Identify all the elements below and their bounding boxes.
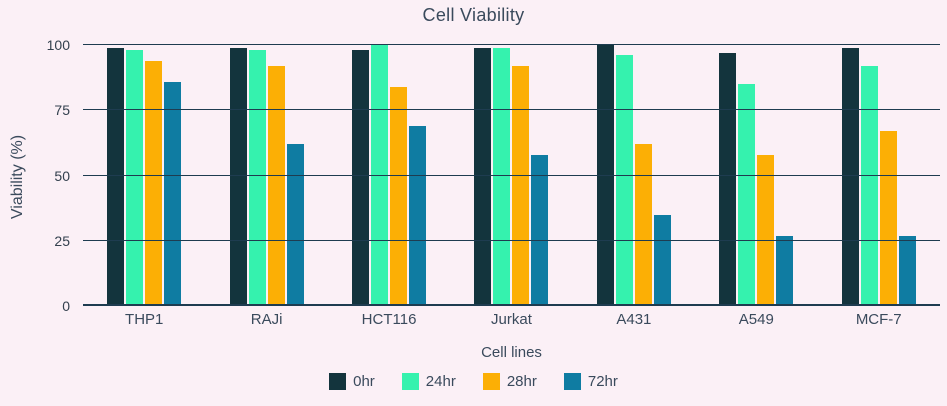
y-tick-label-100: 100	[46, 37, 70, 53]
x-category-label-Jurkat: Jurkat	[491, 311, 532, 328]
bar-28hr-HCT116	[390, 86, 408, 306]
legend: 0hr 24hr 28hr 72hr	[0, 373, 947, 390]
bar-24hr-RAJi	[248, 50, 266, 306]
bar-28hr-A549	[757, 154, 775, 306]
bar-72hr-A431	[653, 214, 671, 306]
x-category-label-MCF-7: MCF-7	[855, 311, 902, 328]
gridline-50	[83, 174, 940, 176]
bar-0hr-MCF-7	[841, 47, 859, 306]
bar-72hr-MCF-7	[898, 235, 916, 306]
y-tick-label-75: 75	[54, 102, 70, 119]
y-tick-label-25: 25	[54, 232, 70, 249]
legend-swatch-24hr	[401, 373, 419, 390]
legend-item-72hr: 72hr	[563, 373, 618, 390]
x-category-label-A431: A431	[616, 311, 652, 328]
gridline-100	[83, 44, 940, 45]
gridline-0	[83, 304, 940, 306]
x-category-label-THP1: THP1	[125, 311, 164, 328]
x-category-label-HCT116: HCT116	[361, 311, 417, 328]
bar-group-RAJi	[229, 45, 304, 306]
bar-group-MCF-7	[841, 45, 916, 306]
bar-28hr-Jurkat	[512, 65, 530, 306]
gridline-25	[83, 239, 940, 241]
bar-group-Jurkat	[474, 45, 549, 306]
x-axis-category-labels: THP1 RAJi HCT116 Jurkat A431 A549 MCF-7	[83, 311, 940, 328]
bar-28hr-A431	[634, 144, 652, 306]
bar-series-container	[83, 45, 940, 306]
legend-label-72hr: 72hr	[587, 373, 618, 390]
y-tick-label-0: 0	[62, 298, 70, 314]
bar-28hr-THP1	[145, 60, 163, 306]
bar-0hr-RAJi	[229, 47, 247, 306]
bar-group-HCT116	[352, 45, 427, 306]
bar-24hr-A549	[738, 84, 756, 306]
legend-label-0hr: 0hr	[353, 373, 375, 390]
bar-0hr-A549	[719, 52, 737, 306]
legend-label-24hr: 24hr	[425, 373, 456, 390]
gridline-75	[83, 109, 940, 111]
bar-group-A549	[719, 45, 794, 306]
bar-24hr-Jurkat	[493, 47, 511, 306]
legend-item-24hr: 24hr	[401, 373, 456, 390]
bar-0hr-Jurkat	[474, 47, 492, 306]
legend-swatch-28hr	[482, 373, 500, 390]
legend-item-28hr: 28hr	[482, 373, 537, 390]
bar-72hr-HCT116	[409, 125, 427, 306]
legend-swatch-0hr	[329, 373, 347, 390]
bar-0hr-A431	[596, 45, 614, 306]
plot-area	[83, 44, 940, 306]
chart-title: Cell Viability	[422, 5, 525, 25]
legend-label-28hr: 28hr	[506, 373, 537, 390]
bar-72hr-Jurkat	[531, 154, 549, 306]
bar-72hr-RAJi	[286, 144, 304, 306]
x-axis-title: Cell lines	[481, 344, 542, 361]
bar-24hr-THP1	[126, 50, 144, 306]
bar-0hr-THP1	[107, 47, 125, 306]
legend-swatch-72hr	[563, 373, 581, 390]
bar-0hr-HCT116	[352, 50, 370, 306]
bar-28hr-MCF-7	[879, 131, 897, 306]
bar-24hr-HCT116	[371, 45, 389, 306]
bar-28hr-RAJi	[267, 65, 285, 306]
bar-72hr-THP1	[164, 81, 182, 306]
legend-item-0hr: 0hr	[329, 373, 375, 390]
bar-group-THP1	[107, 45, 182, 306]
x-category-label-A549: A549	[738, 311, 774, 328]
y-tick-label-50: 50	[54, 167, 70, 184]
bar-24hr-A431	[615, 55, 633, 306]
bar-72hr-A549	[776, 235, 794, 306]
bar-24hr-MCF-7	[860, 65, 878, 306]
bar-group-A431	[596, 45, 671, 306]
x-category-label-RAJi: RAJi	[250, 311, 283, 328]
